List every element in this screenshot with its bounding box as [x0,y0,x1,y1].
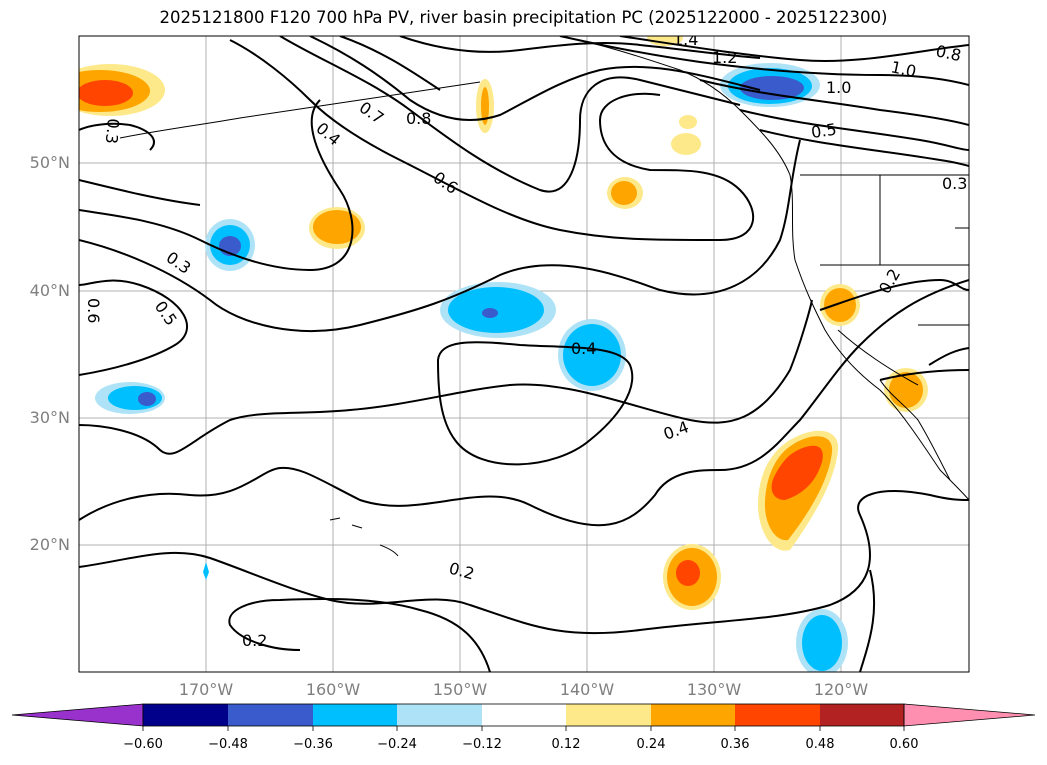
coastlines [119,39,969,557]
colorbar-tick-label: 0.24 [636,737,666,752]
colorbar-segment [313,704,397,726]
contour-label: 0.8 [934,41,963,65]
colorbar [11,703,1036,731]
contour-labels: 1.4 1.2 1.0 1.0 0.8 0.5 0.3 0.7 0.8 0.4 … [84,30,967,650]
blob-pos [671,133,701,155]
contour-label: 1.2 [712,48,737,67]
contour-label: 0.6 [84,298,103,323]
contour-label: 0.5 [810,120,838,142]
colorbar-segment [143,704,228,726]
colorbar-tick-label: −0.60 [123,737,163,752]
lon-label: 150°W [432,680,488,699]
contour-label: 0.3 [102,118,123,145]
contour-label: 0.5 [151,297,181,329]
colorbar-arrow-left [11,703,144,727]
contour-label: 0.2 [242,631,267,650]
colorbar-tick-label: −0.24 [377,737,417,752]
lon-label: 140°W [559,680,615,699]
lat-label: 50°N [29,153,70,172]
contour-label: 0.7 [356,98,388,128]
lat-label: 40°N [29,281,70,300]
lon-label: 120°W [813,680,869,699]
colorbar-tick-label: −0.36 [293,737,333,752]
colorbar-segment [735,704,820,726]
colorbar-tick-label: 0.48 [805,737,835,752]
contour-label: 0.8 [406,109,431,128]
blob-pos [679,115,697,129]
contour-label: 0.6 [430,168,462,198]
colorbar-segment [820,704,904,726]
lon-label: 130°W [686,680,742,699]
colorbar-tick-label: −0.48 [208,737,248,752]
contour-label: 0.2 [447,559,477,584]
plot-area: 1.4 1.2 1.0 1.0 0.8 0.5 0.3 0.7 0.8 0.4 … [79,30,969,672]
contour-label: 0.4 [661,417,691,444]
pv-contours [79,36,969,672]
lon-label: 170°W [178,680,234,699]
colorbar-segment [397,704,482,726]
colorbar-segment [566,704,651,726]
contour-label: 0.2 [875,265,904,297]
colorbar-tick-label: −0.12 [462,737,502,752]
contour-label: 1.0 [826,78,851,97]
colorbar-segment [482,704,566,726]
colorbar-tick-label: 0.12 [551,737,581,752]
contour-label: 0.4 [571,339,596,358]
lat-label: 30°N [29,408,70,427]
contour-label: 1.0 [889,57,918,81]
contour-label: 1.4 [673,30,698,49]
map-title: 2025121800 F120 700 hPa PV, river basin … [159,8,888,27]
colorbar-tick-label: 0.36 [720,737,750,752]
colorbar-segment [651,704,735,726]
plot-frame [78,35,970,673]
colorbar-tick-label: 0.60 [889,737,919,752]
lat-label: 20°N [29,535,70,554]
lon-label: 160°W [305,680,361,699]
colorbar-arrow-right [903,703,1036,727]
precip-negative-blobs [95,63,848,672]
colorbar-segment [228,704,313,726]
contour-label: 0.4 [312,119,344,150]
contour-label: 0.3 [942,174,967,193]
